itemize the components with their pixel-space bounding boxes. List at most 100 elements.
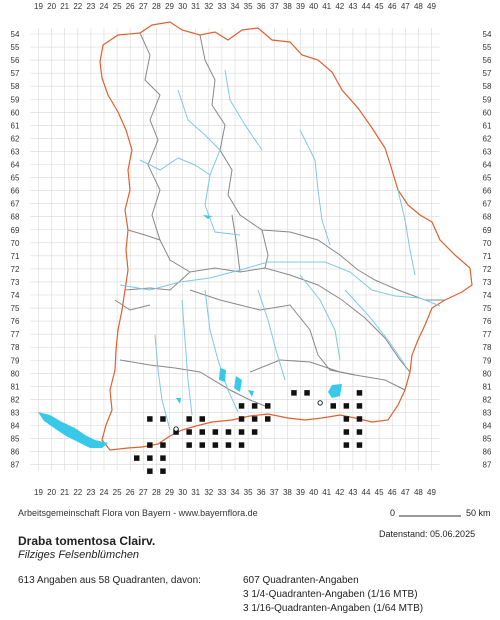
row-label-right: 83 [483,408,492,417]
row-label-right: 54 [483,30,492,39]
row-label-right: 76 [483,317,492,326]
row-label-left: 87 [11,461,20,470]
row-label-left: 62 [11,134,20,143]
row-label-right: 77 [483,330,492,339]
row-label-right: 86 [483,448,492,457]
col-label-bottom: 40 [309,488,318,497]
record-marker [251,403,258,409]
record-marker [251,416,258,422]
col-label-top: 41 [322,2,331,11]
record-marker [265,416,271,422]
row-label-right: 85 [483,435,492,444]
col-label-bottom: 39 [296,488,305,497]
col-label-bottom: 46 [388,488,397,497]
col-label-top: 20 [47,2,56,11]
row-label-left: 77 [11,330,20,339]
col-label-bottom: 20 [47,488,56,497]
row-label-left: 65 [11,174,20,183]
col-label-bottom: 29 [165,488,174,497]
row-label-right: 82 [483,395,492,404]
record-marker [304,390,310,396]
row-label-left: 57 [11,69,20,78]
record-marker [160,442,166,448]
col-label-bottom: 22 [73,488,82,497]
rivers [119,69,441,431]
col-label-bottom: 44 [362,488,371,497]
data-date: Datenstand: 05.06.2025 [379,529,476,539]
species-common-name: Filziges Felsenblümchen [18,549,140,561]
col-label-bottom: 41 [322,488,331,497]
row-label-left: 58 [11,82,20,91]
row-label-right: 80 [483,369,492,378]
record-marker [173,429,179,435]
record-marker [330,403,336,409]
row-label-right: 55 [483,43,492,52]
col-label-top: 44 [362,2,371,11]
species-scientific-name: Draba tomentosa Clairv. [18,534,156,548]
col-label-bottom: 28 [152,488,161,497]
col-label-bottom: 45 [375,488,384,497]
breakdown-quarter-quadrant: 3 1/4-Quadranten-Angaben (1/16 MTB) [243,589,418,600]
col-label-top: 33 [217,2,226,11]
col-label-top: 36 [257,2,266,11]
row-label-left: 60 [11,108,20,117]
row-label-right: 84 [483,422,492,431]
row-label-left: 59 [11,95,20,104]
record-marker [238,429,245,435]
col-label-bottom: 26 [126,488,135,497]
col-label-bottom: 27 [139,488,148,497]
col-label-top: 25 [113,2,122,11]
row-label-right: 71 [483,252,492,261]
record-marker [186,442,192,448]
row-label-right: 81 [483,382,492,391]
row-label-left: 55 [11,43,20,52]
row-label-right: 68 [483,213,492,222]
record-marker [356,403,363,409]
occurrence-records [134,390,363,474]
row-label-right: 75 [483,304,492,313]
record-marker [134,455,140,461]
record-marker [225,442,232,448]
row-label-left: 84 [11,422,20,431]
record-marker [343,429,350,435]
breakdown-sixteenth-quadrant: 3 1/16-Quadranten-Angaben (1/64 MTB) [243,603,424,614]
record-marker [356,390,363,396]
row-label-left: 67 [11,200,20,209]
row-label-right: 62 [483,134,492,143]
col-label-bottom: 36 [257,488,266,497]
col-label-top: 45 [375,2,384,11]
col-label-top: 49 [427,2,436,11]
record-marker [356,416,363,422]
record-marker [147,468,153,474]
row-label-left: 70 [11,239,20,248]
record-marker [186,416,192,422]
record-marker [225,429,232,435]
row-label-right: 70 [483,239,492,248]
row-label-left: 80 [11,369,20,378]
col-label-bottom: 23 [86,488,95,497]
record-marker [251,429,258,435]
record-marker [147,455,153,461]
row-label-right: 59 [483,95,492,104]
col-label-top: 28 [152,2,161,11]
row-label-left: 76 [11,317,20,326]
record-marker [160,455,166,461]
record-marker [356,442,363,448]
row-label-left: 81 [11,382,20,391]
row-label-right: 69 [483,226,492,235]
credit-line: Arbeitsgemeinschaft Flora von Bayern - w… [18,508,258,518]
scale-zero-label: 0 [390,508,396,518]
col-label-top: 35 [244,2,253,11]
row-label-right: 74 [483,291,492,300]
row-label-left: 74 [11,291,20,300]
record-marker [147,442,153,448]
col-label-bottom: 21 [60,488,69,497]
record-marker-open [173,426,179,432]
row-label-right: 73 [483,278,492,287]
row-label-left: 69 [11,226,20,235]
row-label-left: 61 [11,121,20,130]
col-label-bottom: 30 [178,488,187,497]
scale-km-label: 50 km [466,508,491,518]
col-label-bottom: 47 [401,488,410,497]
row-label-left: 56 [11,56,20,65]
